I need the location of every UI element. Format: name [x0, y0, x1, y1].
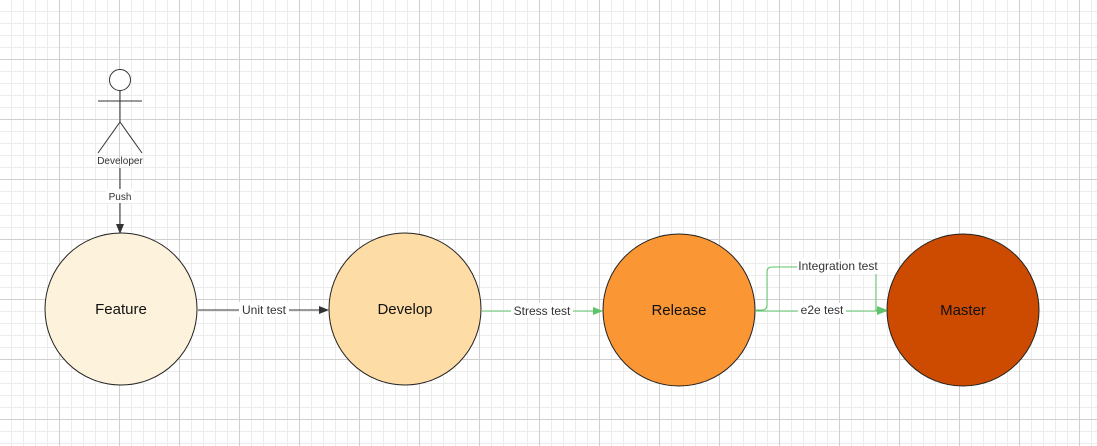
stress-test-label: Stress test [514, 304, 571, 318]
unit-test-connector[interactable]: Unit test [198, 302, 329, 317]
integration-test-connector[interactable]: Integration test [756, 259, 887, 314]
actor-right-leg [119, 121, 143, 154]
actor-label: Developer [97, 156, 143, 167]
stress-test-label-bg [511, 303, 573, 318]
actor-left-leg [97, 121, 121, 154]
e2e-test-label-bg [798, 303, 846, 318]
push-label-bg [106, 189, 134, 203]
integration-test-label-bg [797, 259, 879, 274]
release-label: Release [651, 302, 706, 319]
actor-head-icon [109, 69, 131, 91]
node-release[interactable]: Release [602, 233, 756, 387]
node-master[interactable]: Master [886, 233, 1040, 387]
push-label: Push [109, 192, 132, 203]
develop-circle [328, 232, 482, 386]
release-circle [602, 233, 756, 387]
developer-actor[interactable]: Developer [97, 69, 143, 168]
develop-label: Develop [377, 301, 432, 318]
stress-test-connector[interactable]: Stress test [482, 303, 603, 318]
node-develop[interactable]: Develop [328, 232, 482, 386]
integration-test-label: Integration test [798, 259, 878, 273]
e2e-test-connector[interactable]: e2e test [756, 303, 887, 318]
e2e-test-label: e2e test [801, 303, 844, 317]
feature-label: Feature [95, 301, 147, 318]
unit-test-label-bg [239, 302, 289, 317]
feature-circle [44, 232, 198, 386]
master-circle [886, 233, 1040, 387]
push-connector[interactable]: Push [106, 168, 134, 234]
node-feature[interactable]: Feature [44, 232, 198, 386]
master-label: Master [940, 302, 986, 319]
unit-test-label: Unit test [242, 303, 287, 317]
